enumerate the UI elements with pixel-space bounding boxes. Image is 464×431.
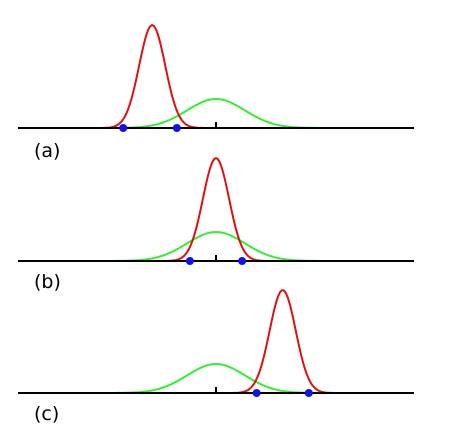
red-curve [18, 156, 414, 262]
data-point [185, 257, 194, 265]
panel-label: (c) [34, 403, 59, 425]
data-point [252, 389, 261, 397]
panel-label: (b) [34, 271, 61, 293]
panel-label: (a) [34, 140, 60, 162]
data-point [238, 257, 247, 265]
data-point [172, 124, 181, 132]
panel-c: (c) [18, 289, 414, 425]
red-curve [18, 23, 414, 129]
panel-b: (b) [18, 156, 414, 293]
panel-a: (a) [18, 23, 414, 162]
red-curve [18, 289, 414, 394]
data-point [304, 389, 313, 397]
data-point [119, 124, 128, 132]
